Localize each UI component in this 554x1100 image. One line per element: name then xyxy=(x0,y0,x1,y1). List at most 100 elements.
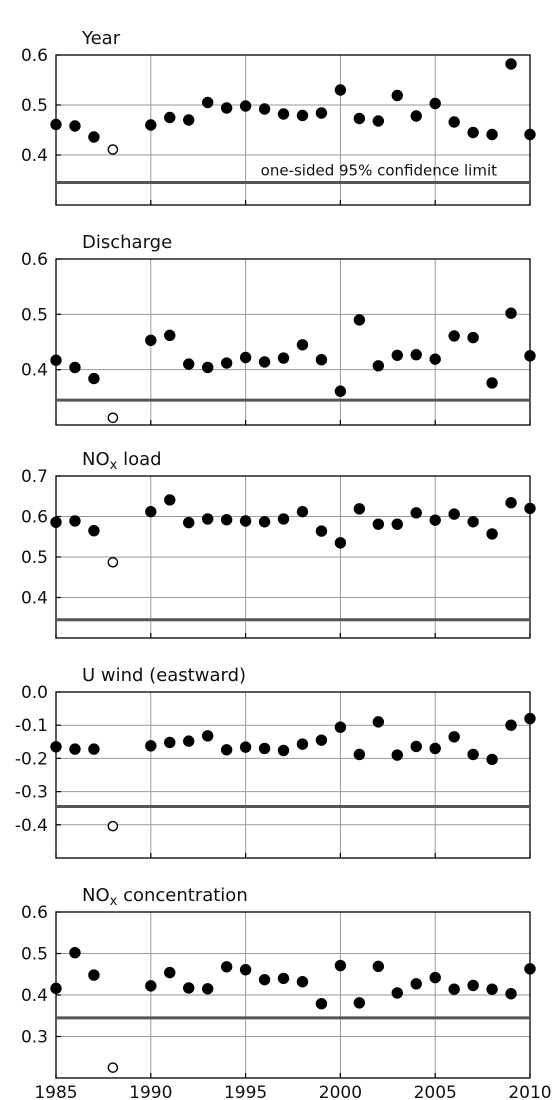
data-point xyxy=(164,736,176,749)
y-tick-label: -0.4 xyxy=(15,816,48,836)
data-point xyxy=(88,969,100,981)
data-point xyxy=(145,119,157,131)
panel-title-main: NO xyxy=(82,885,110,906)
data-point xyxy=(505,58,517,70)
y-tick-label: 0.6 xyxy=(21,46,48,66)
data-point xyxy=(277,972,290,985)
data-point xyxy=(486,377,498,389)
x-tick-label: 1995 xyxy=(224,1083,267,1100)
data-point xyxy=(145,740,157,752)
data-point xyxy=(505,988,517,1000)
data-point xyxy=(524,963,536,975)
data-point xyxy=(372,115,385,127)
data-point xyxy=(353,314,366,326)
y-tick-label: 0.6 xyxy=(21,903,48,923)
data-point xyxy=(258,356,271,368)
data-point xyxy=(429,971,441,984)
data-point xyxy=(258,516,271,528)
data-point xyxy=(315,525,328,537)
panel-title: Year xyxy=(81,28,121,49)
data-point xyxy=(296,738,309,750)
data-point xyxy=(183,982,195,994)
data-point xyxy=(145,980,157,992)
y-tick-label: 0.4 xyxy=(21,589,48,609)
y-tick-label: 0.5 xyxy=(21,945,48,965)
y-tick-label: 0.0 xyxy=(21,683,48,703)
data-point xyxy=(391,89,403,102)
data-point xyxy=(164,111,176,124)
data-point xyxy=(315,998,328,1010)
data-point xyxy=(220,744,233,756)
data-point xyxy=(201,96,214,109)
y-tick-label: 0.5 xyxy=(21,305,48,325)
data-point xyxy=(201,983,214,995)
data-point xyxy=(296,339,309,351)
plot-frame xyxy=(55,911,531,1079)
data-point xyxy=(410,110,422,122)
data-point xyxy=(69,743,81,755)
data-point xyxy=(164,329,176,342)
data-point xyxy=(334,385,347,397)
data-point xyxy=(505,497,517,509)
data-point xyxy=(201,730,214,742)
data-point xyxy=(164,494,176,506)
y-tick-label: -0.2 xyxy=(15,749,48,769)
panel-title: NOx concentration xyxy=(82,885,248,909)
data-point xyxy=(391,518,403,530)
data-point xyxy=(429,514,441,526)
data-point xyxy=(50,118,62,131)
data-point xyxy=(220,357,233,369)
y-tick-label: 0.5 xyxy=(21,548,48,568)
panel-title-main: Discharge xyxy=(82,232,172,253)
y-tick-label: 0.4 xyxy=(21,361,48,381)
data-point xyxy=(201,361,214,374)
data-point xyxy=(88,372,100,385)
data-point xyxy=(69,515,81,527)
data-point xyxy=(277,352,290,364)
data-point xyxy=(448,116,460,128)
data-point xyxy=(486,128,498,141)
panel-title: U wind (eastward) xyxy=(82,665,246,686)
data-point xyxy=(220,961,233,973)
data-point-open xyxy=(107,820,119,832)
data-point xyxy=(391,987,403,999)
data-point xyxy=(334,721,347,733)
y-tick-label: 0.3 xyxy=(21,1028,48,1048)
x-tick-label: 1985 xyxy=(34,1083,77,1100)
data-point xyxy=(201,513,214,525)
data-point xyxy=(183,735,195,747)
data-point xyxy=(334,959,347,972)
data-point xyxy=(448,983,460,995)
data-point xyxy=(486,983,498,995)
data-point xyxy=(524,712,536,725)
data-point xyxy=(353,997,366,1009)
data-point xyxy=(410,349,422,361)
y-tick-label: 0.4 xyxy=(21,986,48,1006)
y-tick-label: 0.7 xyxy=(21,467,48,487)
data-point xyxy=(258,742,271,755)
data-point xyxy=(50,516,62,528)
panel-title-main: U wind (eastward) xyxy=(82,665,246,686)
x-tick-label: 2005 xyxy=(414,1083,457,1100)
data-point xyxy=(315,734,328,746)
data-point xyxy=(429,742,441,755)
panel-title: Discharge xyxy=(82,232,172,253)
data-point xyxy=(448,731,460,743)
panel-title: NOx load xyxy=(82,449,162,473)
data-point xyxy=(505,719,517,731)
data-point xyxy=(164,966,176,979)
y-tick-label: 0.4 xyxy=(21,146,48,166)
data-point xyxy=(467,126,479,139)
y-tick-label: -0.1 xyxy=(15,716,48,736)
data-point xyxy=(429,97,441,110)
panel-title-subscript: x xyxy=(110,458,118,473)
data-point-open xyxy=(107,1062,119,1073)
data-point xyxy=(391,349,403,361)
data-point xyxy=(410,740,422,753)
data-point xyxy=(88,524,100,537)
data-point xyxy=(220,102,233,114)
panel-title-subscript: x xyxy=(110,894,118,909)
data-point xyxy=(145,334,157,347)
data-point xyxy=(239,741,252,753)
